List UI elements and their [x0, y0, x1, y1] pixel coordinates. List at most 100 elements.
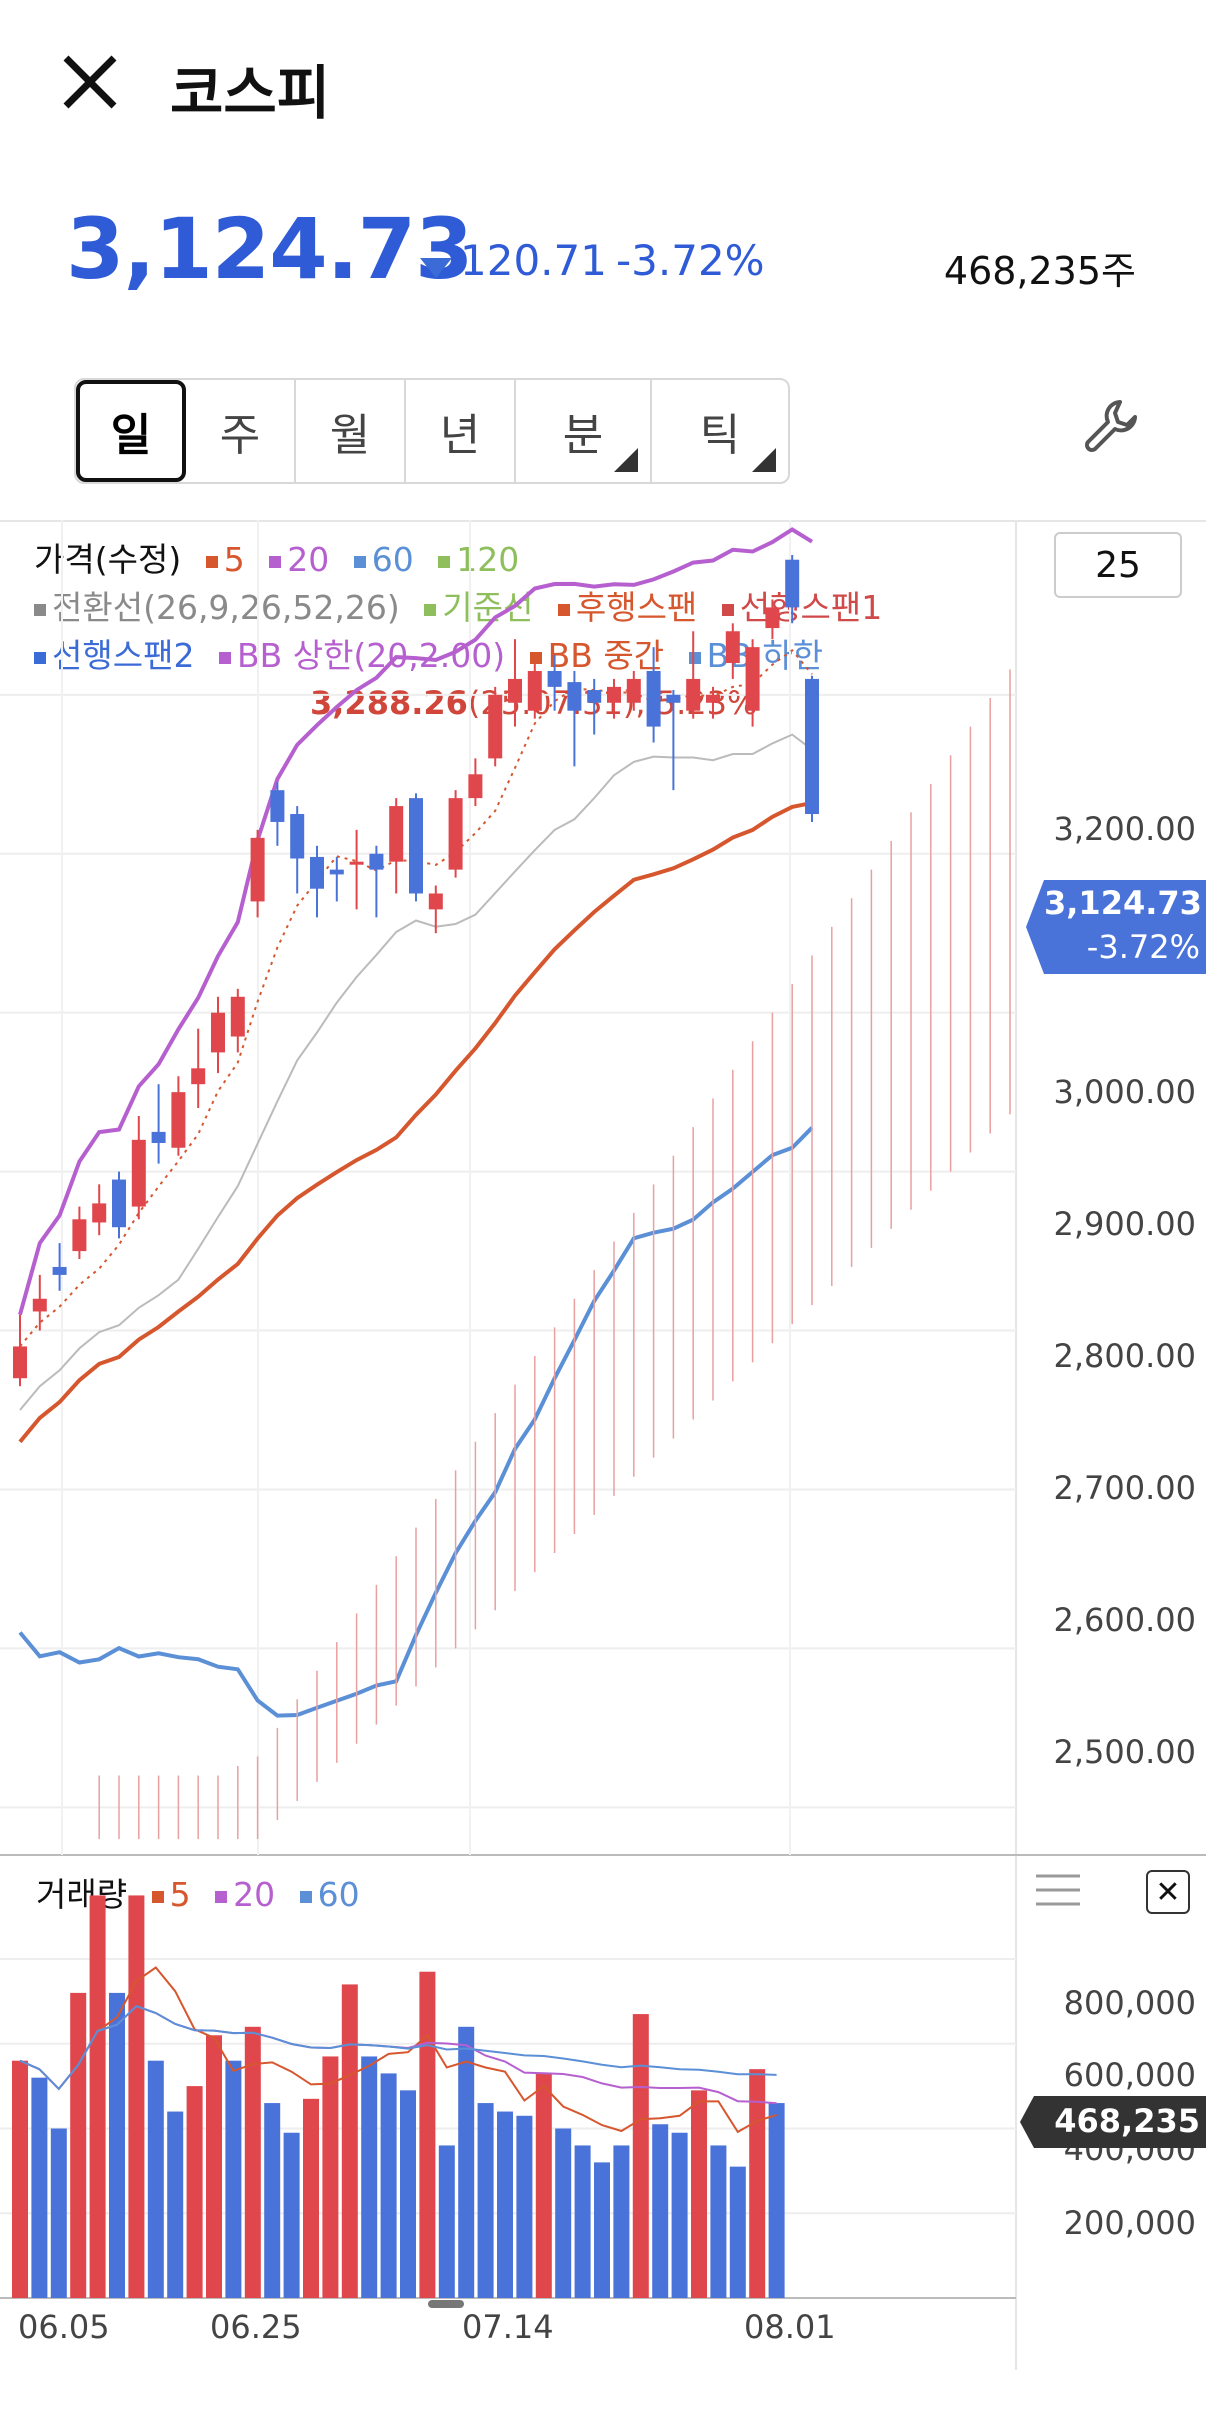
legend-base[interactable]: 기준선	[424, 588, 533, 627]
volume-legend: 거래량 5 20 60	[36, 1868, 374, 1916]
legend-row: 가격(수정) 5 20 60 120	[34, 536, 1034, 584]
volume-bar	[128, 1895, 145, 2298]
volume-bar	[283, 2132, 300, 2298]
tab-day[interactable]: 일	[76, 380, 186, 482]
volume-bar	[497, 2111, 513, 2298]
legend-ma120[interactable]: 120	[438, 540, 519, 579]
legend-ma20[interactable]: 20	[269, 540, 329, 579]
volume-axis-label: 800,000	[1063, 1984, 1196, 2022]
candle-body	[131, 1139, 146, 1207]
volume-bar	[613, 2145, 630, 2298]
volume-bar	[361, 2056, 378, 2298]
page-title: 코스피	[170, 59, 331, 127]
legend-leading1[interactable]: 선행스팬1	[721, 588, 882, 627]
volume-chart[interactable]	[0, 1870, 1016, 2300]
legend-volume[interactable]: 거래량	[36, 1875, 128, 1914]
current-price: 3,124.73	[66, 200, 474, 298]
volume-bar	[31, 2077, 48, 2298]
close-volume-icon[interactable]: ✕	[1146, 1870, 1190, 1914]
volume-bar	[516, 2115, 533, 2298]
candle-body	[171, 1092, 186, 1148]
candle-body	[745, 647, 760, 711]
legend-lagging[interactable]: 후행스팬	[557, 588, 697, 627]
tab-month[interactable]: 월	[296, 380, 406, 482]
volume-bar	[691, 2090, 707, 2298]
candle-body	[686, 678, 701, 711]
volume-tag	[1020, 2096, 1206, 2148]
volume-bar	[341, 1984, 358, 2298]
legend-bb-mid[interactable]: BB 중간	[529, 636, 664, 675]
volume-bar	[109, 1992, 125, 2298]
volume-bar	[303, 2098, 319, 2298]
volume-bar	[768, 2103, 785, 2298]
wrench-icon[interactable]	[1080, 396, 1140, 456]
legend-conversion[interactable]: 전환선(26,9,26,52,26)	[34, 588, 400, 627]
close-icon[interactable]	[58, 50, 130, 122]
tab-minute[interactable]: 분	[516, 380, 652, 482]
current-price-tag	[1026, 880, 1206, 974]
price-chart[interactable]	[0, 520, 1016, 1855]
candle-body	[468, 774, 483, 799]
legend-ma60[interactable]: 60	[353, 540, 414, 579]
candle-body	[310, 856, 324, 889]
candle-body	[92, 1203, 107, 1223]
candle-body	[666, 694, 681, 703]
volume-bar	[438, 2145, 455, 2298]
price-axis-label: 2,500.00	[1053, 1733, 1197, 1771]
price-change-pct: -3.72%	[616, 236, 765, 285]
volume-bar	[477, 2103, 494, 2298]
volume-bar	[710, 2145, 727, 2298]
legend-price[interactable]: 가격(수정)	[34, 540, 182, 579]
volume-axis-label: 600,000	[1063, 2056, 1196, 2094]
volume-bar	[225, 2060, 242, 2298]
price-axis-label: 3,200.00	[1053, 810, 1197, 848]
candle-body	[626, 678, 641, 703]
candle-body	[250, 837, 265, 902]
candle-body	[527, 670, 542, 711]
menu-icon[interactable]	[1036, 1872, 1080, 1908]
volume-bar	[671, 2132, 688, 2298]
volume-bar	[535, 2073, 552, 2298]
candle-body	[547, 670, 562, 687]
tab-tick[interactable]: 틱	[652, 380, 788, 482]
legend-bb-upper[interactable]: BB 상한(20,2.00)	[218, 636, 505, 675]
volume-bar	[749, 2069, 766, 2298]
candle-body	[725, 631, 740, 664]
dropdown-corner-icon	[752, 448, 776, 472]
scroll-handle[interactable]	[428, 2300, 464, 2308]
x-axis-label: 06.05	[18, 2308, 110, 2346]
volume-bar	[264, 2103, 281, 2298]
volume-axis-label: 200,000	[1063, 2204, 1196, 2242]
legend-vol-ma5[interactable]: 5	[151, 1875, 191, 1914]
legend-vol-ma20[interactable]: 20	[215, 1875, 275, 1914]
dropdown-corner-icon	[614, 448, 638, 472]
candle-body	[72, 1219, 87, 1252]
tab-year[interactable]: 년	[406, 380, 516, 482]
volume-bar	[458, 2026, 475, 2298]
indicator-legend: 가격(수정) 5 20 60 120 전환선(26,9,26,52,26) 기준…	[34, 536, 1034, 680]
volume-bar	[729, 2166, 746, 2298]
price-axis-label: 2,900.00	[1053, 1205, 1197, 1243]
price-axis-label: 2,600.00	[1053, 1601, 1197, 1639]
price-tag-pct: -3.72%	[1086, 928, 1200, 966]
tab-week[interactable]: 주	[186, 380, 296, 482]
candle-body	[607, 686, 621, 703]
conversion-line	[19, 733, 813, 1411]
candle-body	[151, 1131, 166, 1143]
volume-bar	[419, 1971, 436, 2298]
volume-bar	[400, 2090, 416, 2298]
candle-body	[349, 861, 364, 865]
volume-bar	[244, 2026, 261, 2298]
candle-body	[211, 1012, 225, 1053]
legend-ma5[interactable]: 5	[205, 540, 245, 579]
zoom-level-box[interactable]: 25	[1054, 532, 1182, 598]
candle-body	[230, 996, 245, 1037]
volume-bar	[322, 2056, 339, 2298]
volume-bar	[12, 2060, 28, 2298]
legend-vol-ma60[interactable]: 60	[299, 1875, 360, 1914]
x-axis-label: 07.14	[462, 2308, 554, 2346]
candle-body	[448, 798, 463, 870]
legend-leading2[interactable]: 선행스팬2	[34, 636, 194, 675]
volume-bar	[574, 2145, 591, 2298]
volume-bar	[632, 2014, 649, 2298]
